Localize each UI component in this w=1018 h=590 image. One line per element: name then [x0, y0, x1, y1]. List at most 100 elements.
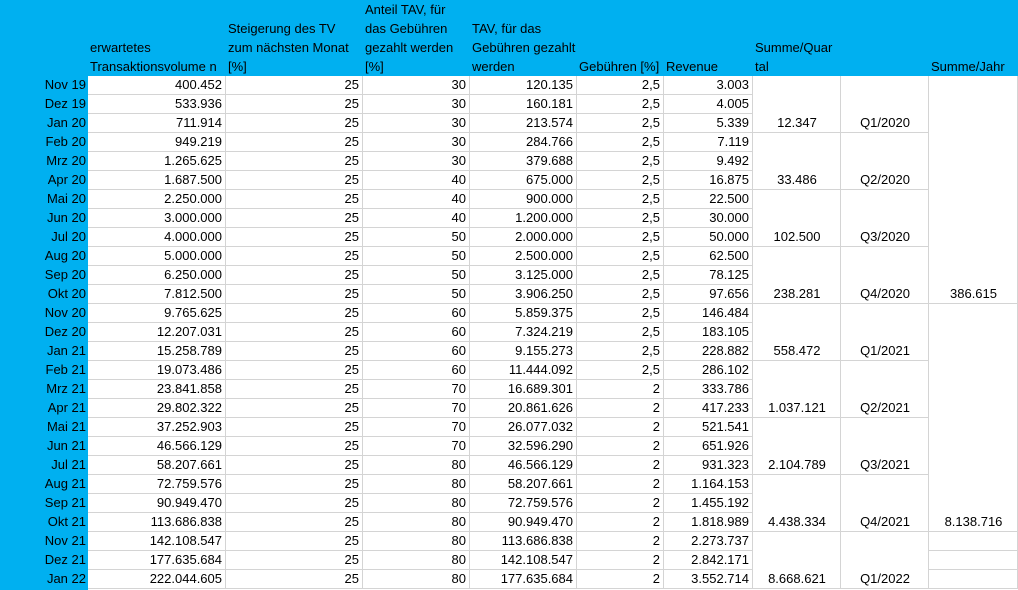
cell-tv-growth[interactable]: 25: [226, 285, 363, 304]
cell-fee-share[interactable]: 50: [363, 266, 470, 285]
cell-revenue[interactable]: 228.882: [664, 342, 753, 361]
cell-fee-tav[interactable]: 9.155.273: [470, 342, 577, 361]
cell-fee-tav[interactable]: 16.689.301: [470, 380, 577, 399]
cell-fee-percent[interactable]: 2,5: [577, 342, 664, 361]
cell-fee-percent[interactable]: 2: [577, 532, 664, 551]
cell-revenue[interactable]: 78.125: [664, 266, 753, 285]
cell-fee-share[interactable]: 60: [363, 342, 470, 361]
quarter-sum[interactable]: 2.104.789: [768, 457, 826, 472]
cell-revenue[interactable]: 1.818.989: [664, 513, 753, 532]
cell-fee-tav[interactable]: 379.688: [470, 152, 577, 171]
cell-transaction-volume[interactable]: 2.250.000: [88, 190, 226, 209]
cell-revenue[interactable]: 286.102: [664, 361, 753, 380]
cell-fee-tav[interactable]: 72.759.576: [470, 494, 577, 513]
cell-fee-tav[interactable]: 177.635.684: [470, 570, 577, 589]
year-sum[interactable]: 386.615: [950, 286, 997, 301]
column-header[interactable]: [0, 0, 88, 76]
quarter-sum[interactable]: 102.500: [773, 229, 821, 244]
quarter-label[interactable]: Q2/2020: [860, 172, 910, 187]
cell-fee-share[interactable]: 50: [363, 247, 470, 266]
cell-transaction-volume[interactable]: 58.207.661: [88, 456, 226, 475]
cell-fee-percent[interactable]: 2: [577, 570, 664, 589]
cell-tv-growth[interactable]: 25: [226, 190, 363, 209]
cell-fee-percent[interactable]: 2: [577, 551, 664, 570]
cell-revenue[interactable]: 62.500: [664, 247, 753, 266]
cell-tv-growth[interactable]: 25: [226, 323, 363, 342]
cell-fee-tav[interactable]: 5.859.375: [470, 304, 577, 323]
cell-fee-percent[interactable]: 2,5: [577, 95, 664, 114]
cell-fee-percent[interactable]: 2: [577, 418, 664, 437]
cell-transaction-volume[interactable]: 949.219: [88, 133, 226, 152]
cell-fee-tav[interactable]: 2.000.000: [470, 228, 577, 247]
cell-fee-share[interactable]: 80: [363, 551, 470, 570]
cell-fee-share[interactable]: 70: [363, 418, 470, 437]
cell-fee-share[interactable]: 80: [363, 513, 470, 532]
cell-fee-tav[interactable]: 284.766: [470, 133, 577, 152]
cell-tv-growth[interactable]: 25: [226, 456, 363, 475]
column-header[interactable]: [841, 0, 929, 76]
cell-revenue[interactable]: 3.003: [664, 76, 753, 95]
cell-tv-growth[interactable]: 25: [226, 114, 363, 133]
cell-fee-share[interactable]: 30: [363, 76, 470, 95]
cell-transaction-volume[interactable]: 6.250.000: [88, 266, 226, 285]
cell-fee-percent[interactable]: 2,5: [577, 152, 664, 171]
cell-revenue[interactable]: 2.842.171: [664, 551, 753, 570]
cell-fee-percent[interactable]: 2: [577, 494, 664, 513]
cell-tv-growth[interactable]: 25: [226, 532, 363, 551]
cell-fee-share[interactable]: 30: [363, 114, 470, 133]
cell-transaction-volume[interactable]: 5.000.000: [88, 247, 226, 266]
cell-tv-growth[interactable]: 25: [226, 475, 363, 494]
column-header[interactable]: Gebühren [%]: [577, 0, 664, 76]
quarter-label[interactable]: Q2/2021: [860, 400, 910, 415]
cell-tv-growth[interactable]: 25: [226, 228, 363, 247]
quarter-label[interactable]: Q3/2020: [860, 229, 910, 244]
cell-tv-growth[interactable]: 25: [226, 152, 363, 171]
cell-transaction-volume[interactable]: 37.252.903: [88, 418, 226, 437]
cell-fee-percent[interactable]: 2: [577, 399, 664, 418]
cell-revenue[interactable]: 2.273.737: [664, 532, 753, 551]
year-sum[interactable]: 8.138.716: [944, 514, 1003, 529]
cell-tv-growth[interactable]: 25: [226, 266, 363, 285]
cell-fee-tav[interactable]: 213.574: [470, 114, 577, 133]
quarter-label[interactable]: Q1/2021: [860, 343, 910, 358]
cell-fee-tav[interactable]: 58.207.661: [470, 475, 577, 494]
cell-tv-growth[interactable]: 25: [226, 437, 363, 456]
cell-fee-share[interactable]: 80: [363, 494, 470, 513]
cell-transaction-volume[interactable]: 4.000.000: [88, 228, 226, 247]
cell-fee-percent[interactable]: 2: [577, 437, 664, 456]
cell-tv-growth[interactable]: 25: [226, 513, 363, 532]
cell-tv-growth[interactable]: 25: [226, 247, 363, 266]
cell-revenue[interactable]: 97.656: [664, 285, 753, 304]
column-header[interactable]: Anteil TAV, für das Gebühren gezahlt wer…: [363, 0, 470, 76]
quarter-sum[interactable]: 558.472: [773, 343, 821, 358]
cell-fee-percent[interactable]: 2: [577, 456, 664, 475]
cell-fee-percent[interactable]: 2,5: [577, 361, 664, 380]
cell-transaction-volume[interactable]: 72.759.576: [88, 475, 226, 494]
cell-fee-share[interactable]: 80: [363, 456, 470, 475]
cell-transaction-volume[interactable]: 142.108.547: [88, 532, 226, 551]
cell-transaction-volume[interactable]: 113.686.838: [88, 513, 226, 532]
cell-fee-percent[interactable]: 2,5: [577, 247, 664, 266]
cell-transaction-volume[interactable]: 19.073.486: [88, 361, 226, 380]
cell-revenue[interactable]: 931.323: [664, 456, 753, 475]
column-header[interactable]: Summe/Jahr: [929, 0, 1018, 76]
column-header[interactable]: Revenue: [664, 0, 753, 76]
cell-fee-share[interactable]: 30: [363, 133, 470, 152]
cell-fee-percent[interactable]: 2,5: [577, 171, 664, 190]
cell-fee-tav[interactable]: 32.596.290: [470, 437, 577, 456]
quarter-sum[interactable]: 33.486: [777, 172, 817, 187]
cell-fee-share[interactable]: 30: [363, 95, 470, 114]
quarter-sum[interactable]: 12.347: [777, 115, 817, 130]
cell-tv-growth[interactable]: 25: [226, 399, 363, 418]
column-header[interactable]: erwartetes Transaktionsvolume n: [88, 0, 226, 76]
quarter-label[interactable]: Q1/2022: [860, 571, 910, 586]
cell-revenue[interactable]: 333.786: [664, 380, 753, 399]
quarter-sum[interactable]: 8.668.621: [768, 571, 826, 586]
cell-fee-percent[interactable]: 2: [577, 513, 664, 532]
quarter-label[interactable]: Q4/2021: [860, 514, 910, 529]
cell-tv-growth[interactable]: 25: [226, 551, 363, 570]
cell-fee-percent[interactable]: 2,5: [577, 133, 664, 152]
cell-fee-tav[interactable]: 3.906.250: [470, 285, 577, 304]
cell-fee-share[interactable]: 40: [363, 190, 470, 209]
cell-revenue[interactable]: 4.005: [664, 95, 753, 114]
